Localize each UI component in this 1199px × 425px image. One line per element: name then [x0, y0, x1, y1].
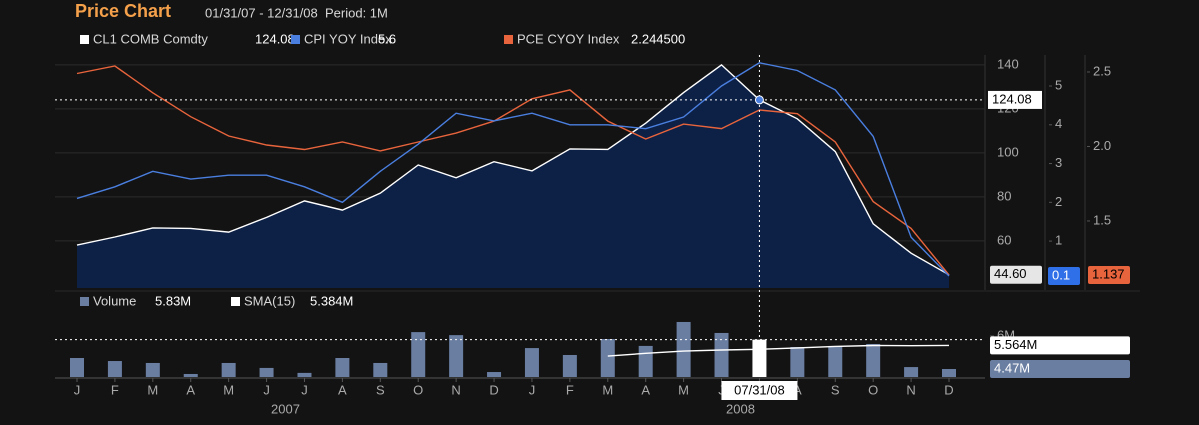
x-tick-label: D [944, 382, 953, 397]
y-tick-label: 2.5 [1093, 63, 1111, 78]
legend-label: CL1 COMB Comdty [93, 31, 208, 46]
chart-title: Price Chart [75, 1, 171, 21]
last-value-box [990, 360, 1130, 379]
volume-bar [107, 361, 122, 377]
x-tick-label: M [602, 382, 613, 397]
last-value-box [1048, 266, 1080, 285]
volume-bar [297, 372, 312, 377]
x-tick-label: A [186, 382, 195, 397]
series-line [76, 63, 950, 276]
y-tick-label: 1.5 [1093, 212, 1111, 227]
last-value-box [1088, 266, 1130, 285]
crosshair-date: 07/31/08 [734, 382, 785, 397]
volume-bar [714, 332, 729, 377]
legend-label: Volume [93, 293, 136, 308]
x-tick-label: N [451, 382, 460, 397]
x-tick-label: M [223, 382, 234, 397]
crosshair-value: 124.08 [992, 91, 1032, 106]
last-value-label: 4.47M [994, 360, 1030, 375]
legend-swatch [80, 297, 89, 306]
x-tick-label: A [338, 382, 347, 397]
volume-bar [411, 332, 426, 377]
legend-value: 5.83M [155, 293, 191, 308]
y-tick-label: 3 [1055, 155, 1062, 170]
x-tick-label: J [263, 382, 270, 397]
x-tick-label: F [111, 382, 119, 397]
series-line [76, 65, 950, 276]
x-tick-label: J [301, 382, 308, 397]
x-tick-label: A [793, 382, 802, 397]
volume-bar [600, 339, 615, 377]
volume-bar [524, 348, 539, 377]
x-tick-label: O [868, 382, 878, 397]
x-tick-label: S [376, 382, 385, 397]
date-box [721, 381, 798, 400]
legend-label: PCE CYOY Index [517, 31, 620, 46]
volume-bar [790, 347, 805, 377]
volume-bar [828, 345, 843, 377]
legend-value: 124.08 [255, 31, 295, 46]
x-tick-label: N [906, 382, 915, 397]
volume-bar [259, 367, 274, 377]
series-line [76, 62, 950, 277]
x-tick-label: F [566, 382, 574, 397]
volume-bar [562, 354, 577, 377]
last-value-label: 44.60 [994, 266, 1027, 281]
label-box [988, 90, 1042, 109]
y-tick-label: 80 [997, 188, 1011, 203]
x-tick-label: D [489, 382, 498, 397]
volume-bar [904, 367, 919, 377]
legend-swatch [291, 35, 300, 44]
volume-bar [335, 358, 350, 377]
volume-bar [676, 321, 691, 377]
last-value-box [990, 336, 1130, 355]
y-tick-label: 2.0 [1093, 138, 1111, 153]
legend-value: 5.384M [310, 293, 353, 308]
volume-bar [183, 373, 198, 377]
x-tick-label: O [413, 382, 423, 397]
volume-bar [866, 343, 881, 377]
legend-value: 5.6 [378, 31, 396, 46]
date-range: 01/31/07 - 12/31/08 [205, 5, 318, 20]
volume-bar [221, 362, 236, 377]
y-tick-label: 140 [997, 56, 1019, 71]
y-tick-label: 60 [997, 232, 1011, 247]
last-value-label: 1.137 [1092, 266, 1125, 281]
y-tick-label: 100 [997, 144, 1019, 159]
volume-bar [487, 372, 502, 377]
x-tick-label: M [147, 382, 158, 397]
series-line [607, 344, 950, 357]
volume-bar [373, 362, 388, 377]
x-tick-label: M [678, 382, 689, 397]
volume-bar [145, 362, 160, 377]
last-value-box [990, 265, 1042, 284]
legend-swatch [231, 297, 240, 306]
y-tick-label: 2 [1055, 194, 1062, 209]
period: Period: 1M [325, 5, 388, 20]
year-label: 2008 [726, 401, 755, 416]
y-tick-label: 4 [1055, 116, 1062, 131]
volume-bar [638, 345, 653, 377]
x-tick-label: J [74, 382, 81, 397]
legend-label: SMA(15) [244, 293, 295, 308]
y-tick-label: 1 [1055, 233, 1062, 248]
volume-bar [70, 358, 84, 377]
last-value-label: 5.564M [994, 337, 1037, 352]
x-tick-label: S [831, 382, 840, 397]
price-area [77, 64, 949, 289]
legend-swatch [80, 35, 89, 44]
legend-label: CPI YOY Index [304, 31, 392, 46]
last-value-label: 0.1 [1052, 267, 1070, 282]
volume-bar [449, 335, 464, 377]
crosshair-dot [754, 95, 764, 105]
volume-bar [942, 369, 956, 377]
legend-value: 2.244500 [631, 31, 685, 46]
year-label: 2007 [271, 401, 300, 416]
x-tick-label: J [529, 382, 536, 397]
x-tick-label: A [641, 382, 650, 397]
y-tick-label: 5 [1055, 77, 1062, 92]
legend-swatch [504, 35, 513, 44]
